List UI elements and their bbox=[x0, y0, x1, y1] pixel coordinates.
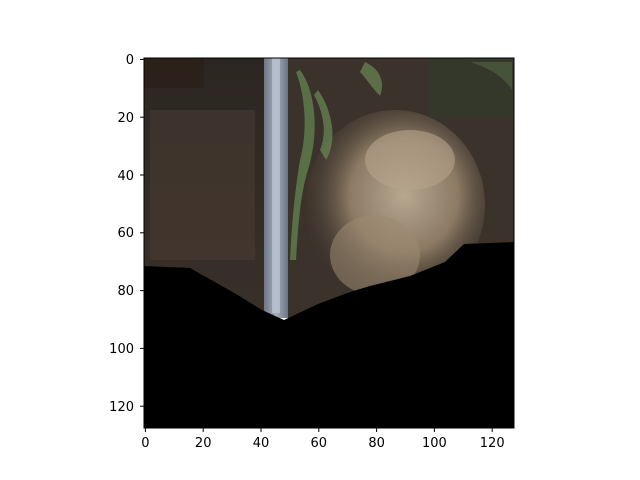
y-tick-label: 60 bbox=[117, 226, 134, 241]
y-tick-label: 20 bbox=[117, 111, 134, 126]
x-axis: 0 20 40 60 80 100 120 bbox=[141, 428, 504, 451]
x-tick-label: 120 bbox=[480, 436, 505, 451]
y-tick-label: 80 bbox=[117, 284, 134, 299]
y-axis: 0 20 40 60 80 100 120 bbox=[109, 53, 144, 415]
wall-edge-highlight bbox=[272, 58, 280, 313]
wall-left-texture bbox=[150, 110, 255, 260]
y-tick-label: 100 bbox=[109, 342, 134, 357]
x-tick-label: 80 bbox=[368, 436, 385, 451]
wall-top-corner bbox=[144, 58, 204, 88]
image-content bbox=[144, 58, 514, 428]
x-tick-label: 20 bbox=[195, 436, 212, 451]
y-tick-label: 120 bbox=[109, 400, 134, 415]
y-tick-label: 0 bbox=[126, 53, 134, 68]
y-tick-label: 40 bbox=[117, 169, 134, 184]
x-tick-label: 60 bbox=[311, 436, 328, 451]
x-tick-label: 0 bbox=[141, 436, 149, 451]
mural-figure-mane bbox=[365, 130, 455, 190]
x-tick-label: 40 bbox=[253, 436, 270, 451]
x-tick-label: 100 bbox=[422, 436, 447, 451]
